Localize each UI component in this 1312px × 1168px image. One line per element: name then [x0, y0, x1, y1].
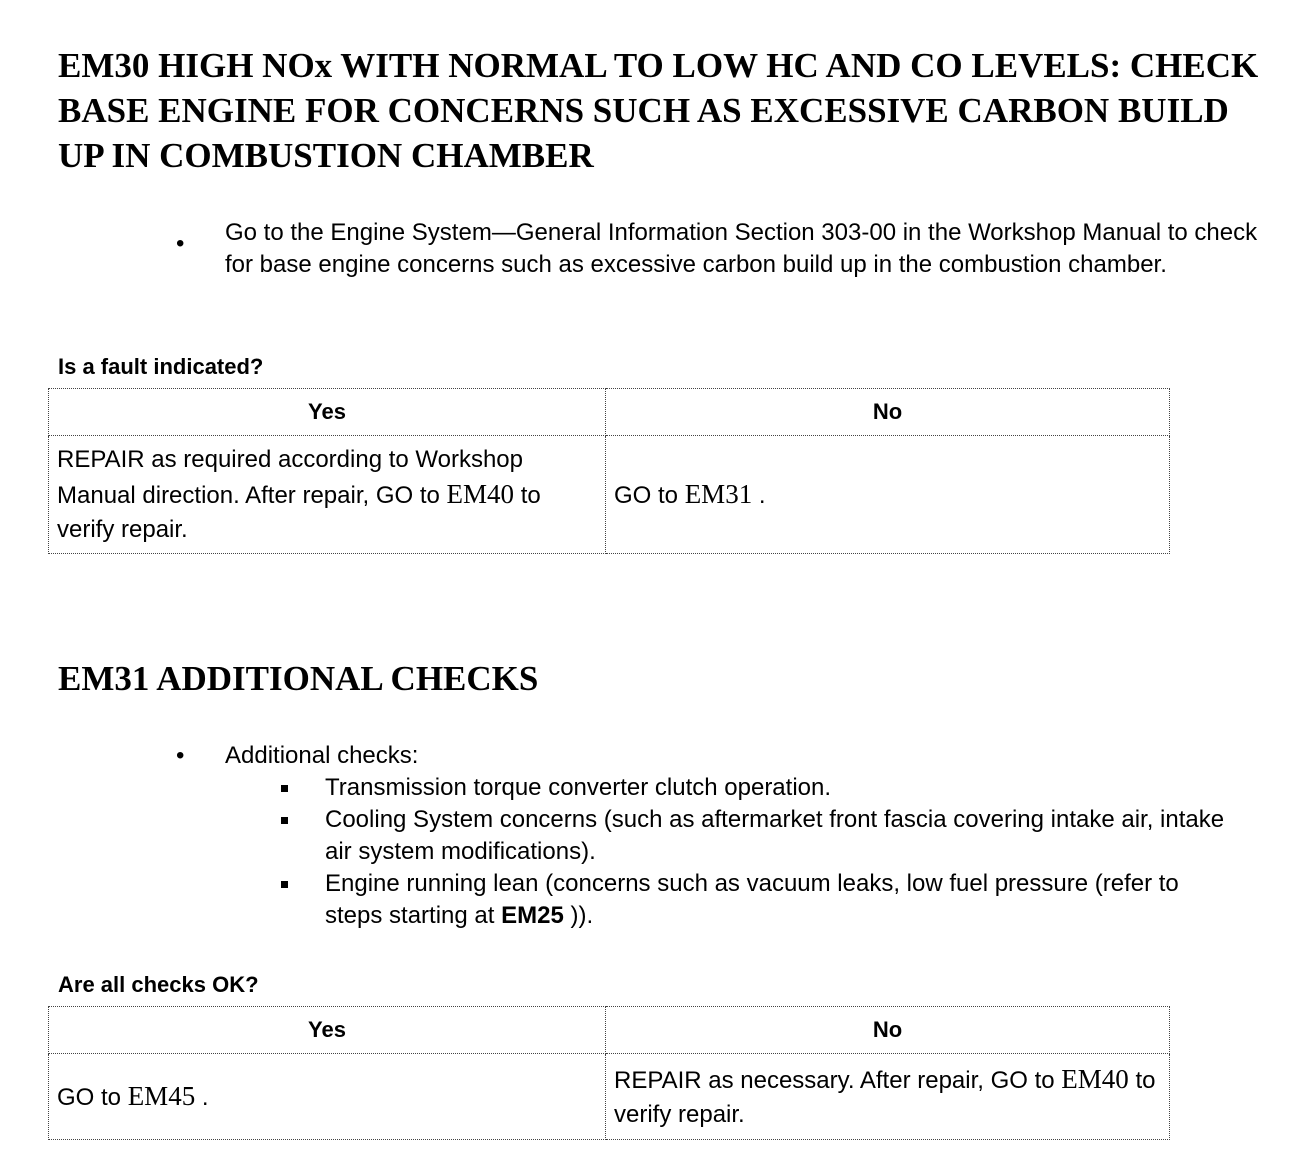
em30-instruction: Go to the Engine System—General Informat…: [225, 219, 1258, 278]
check-item: Cooling System concerns (such as afterma…: [325, 806, 1225, 865]
yes-header: Yes: [48, 1006, 606, 1054]
em30-question: Is a fault indicated?: [58, 354, 264, 379]
em40-link[interactable]: EM40: [1061, 1063, 1129, 1094]
em30-decision-table: Yes No REPAIR as required according to Wo…: [48, 388, 1170, 554]
em31-heading: EM31 ADDITIONAL CHECKS: [58, 659, 539, 698]
no-text-end: .: [752, 481, 766, 509]
no-header: No: [605, 388, 1170, 436]
no-header: No: [605, 1006, 1170, 1054]
check-item: Engine running lean (concerns such as va…: [325, 868, 1225, 932]
square-bullet-icon: [281, 881, 288, 888]
em31-instruction: Additional checks:: [225, 742, 419, 769]
yes-text: REPAIR as required according to Workshop…: [57, 445, 523, 509]
square-bullet-icon: [281, 817, 288, 824]
em45-link[interactable]: EM45: [127, 1080, 196, 1111]
no-cell: REPAIR as necessary. After repair, GO to…: [605, 1053, 1170, 1140]
yes-text: GO to: [57, 1083, 128, 1111]
em30-heading: EM30 HIGH NOx WITH NORMAL TO LOW HC AND …: [58, 46, 1259, 175]
em31-decision-table: Yes No GO to EM45 . REPAIR as necessary. …: [48, 1006, 1170, 1140]
check-item-end: )).: [563, 902, 594, 929]
bullet-icon: •: [176, 230, 185, 257]
square-bullet-icon: [281, 785, 288, 792]
yes-text-end: .: [195, 1083, 209, 1111]
yes-header: Yes: [48, 388, 606, 436]
yes-cell: REPAIR as required according to Workshop…: [48, 435, 606, 554]
check-item: Transmission torque converter clutch ope…: [325, 774, 832, 801]
check-item-text: Engine running lean (concerns such as va…: [325, 870, 1179, 929]
bullet-icon: •: [176, 742, 185, 769]
yes-text-end: to verify repair.: [57, 481, 541, 543]
yes-cell: GO to EM45 .: [48, 1053, 606, 1140]
em31-link[interactable]: EM31: [684, 478, 753, 509]
em25-link[interactable]: EM25: [501, 902, 564, 929]
no-cell: GO to EM31 .: [605, 435, 1170, 554]
em40-link[interactable]: EM40: [446, 478, 515, 509]
em31-question: Are all checks OK?: [58, 972, 259, 997]
no-text-end: to verify repair.: [614, 1066, 1156, 1128]
no-text: GO to: [614, 481, 685, 509]
no-text: REPAIR as necessary. After repair, GO to: [614, 1066, 1062, 1094]
